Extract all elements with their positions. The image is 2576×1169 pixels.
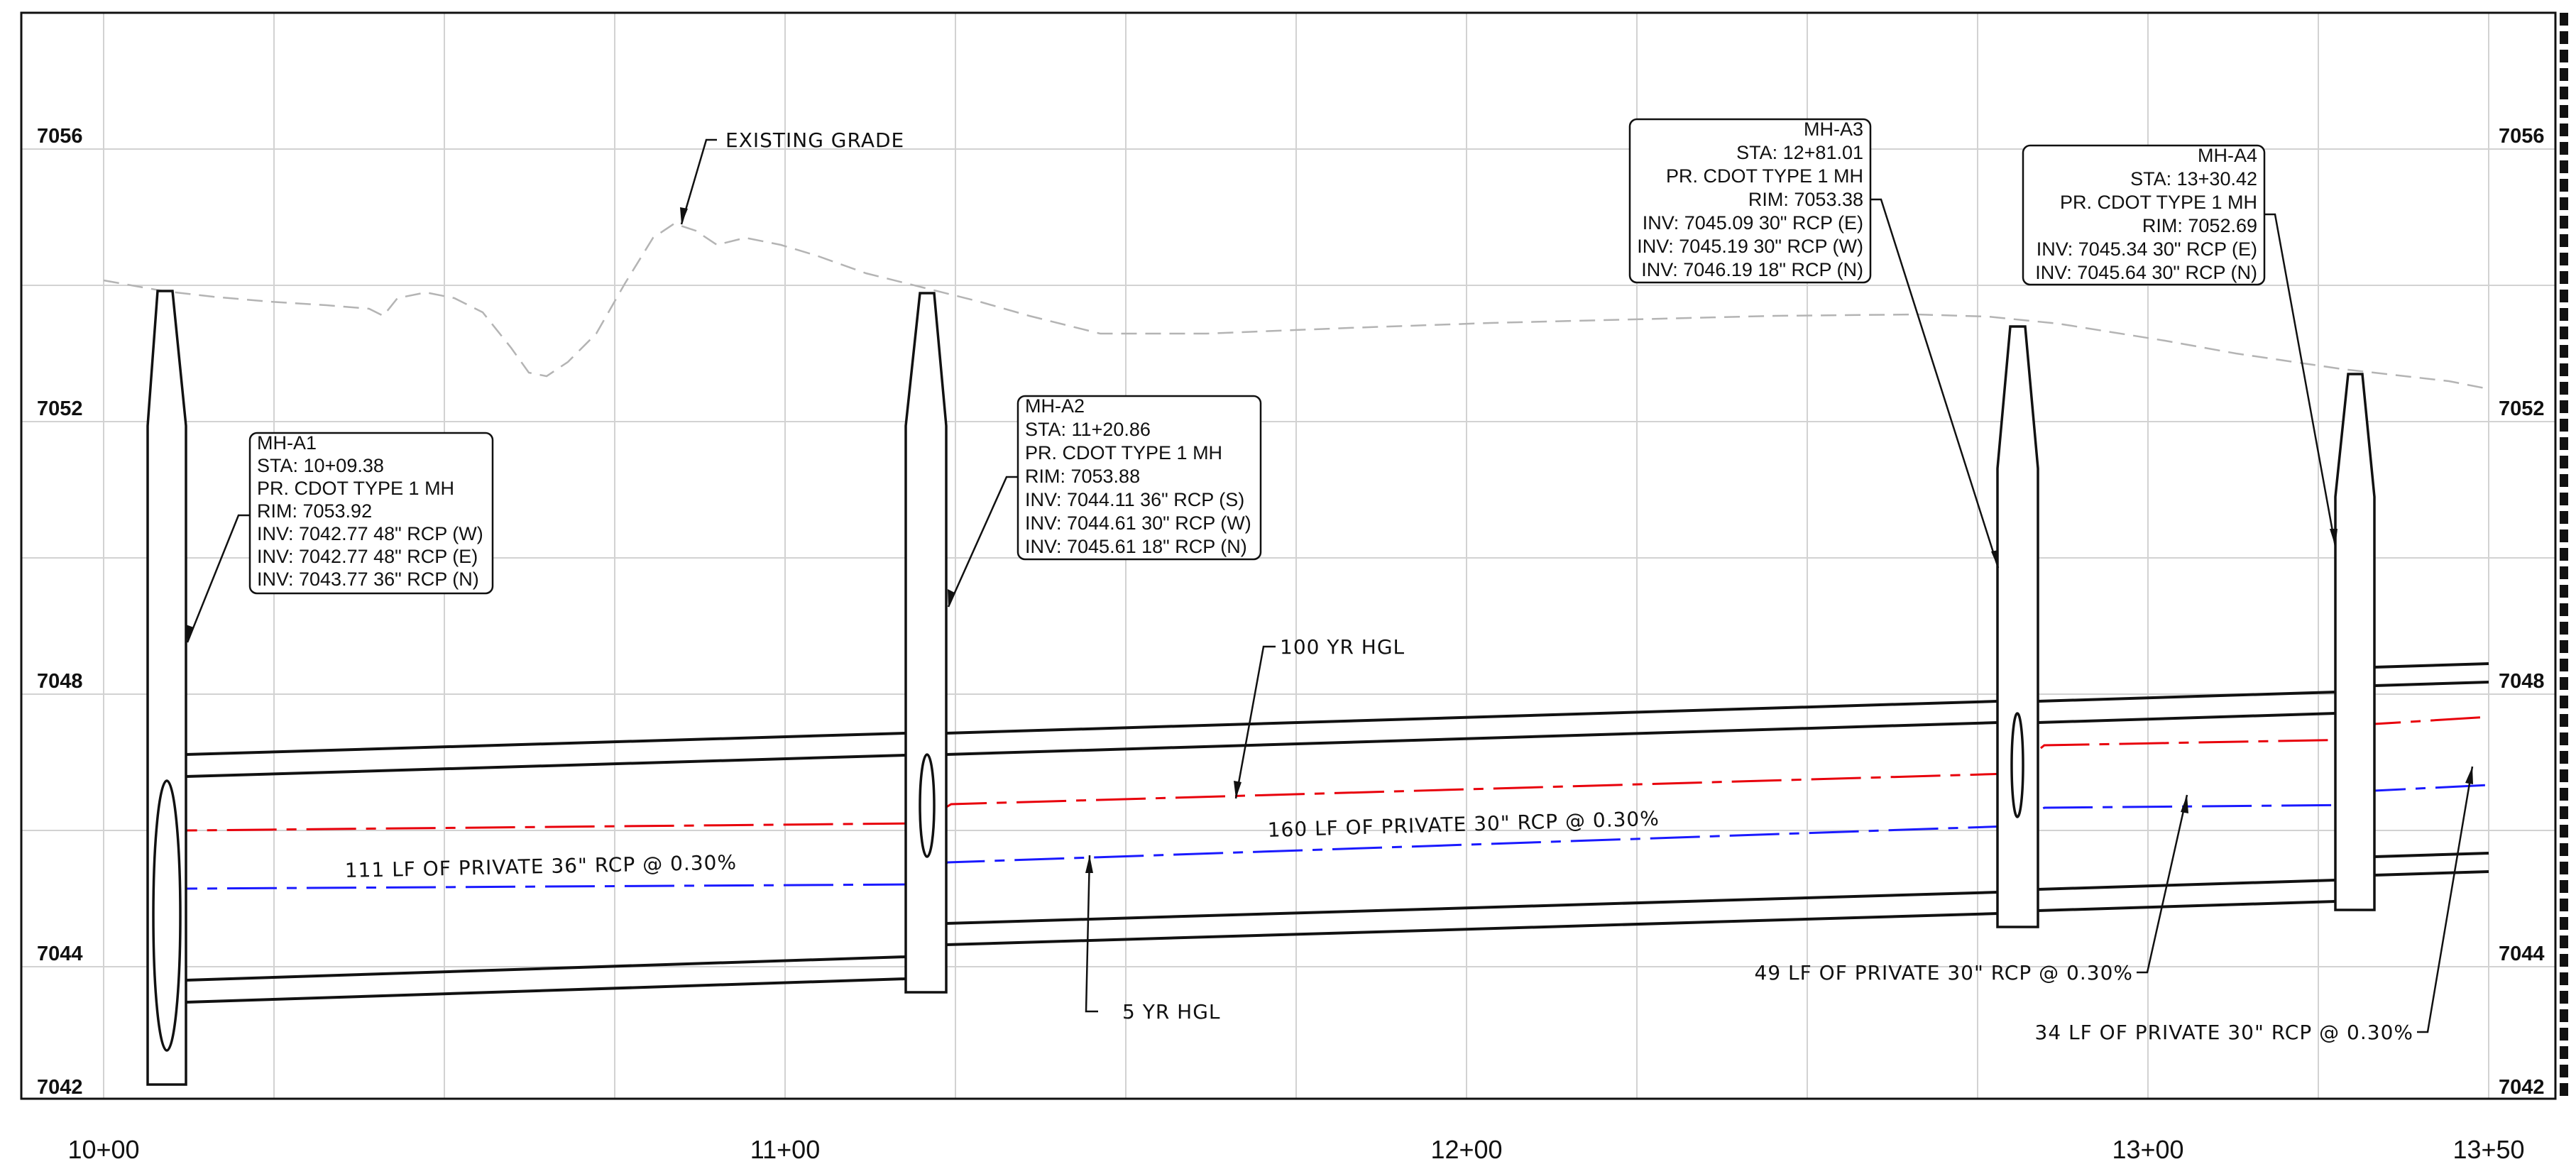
mh-a1-invert-2: INV: 7042.77 48" RCP (E) bbox=[257, 546, 478, 567]
elevation-label-7048-right: 7048 bbox=[2499, 670, 2545, 693]
pipe-1-label: 111 LF OF PRIVATE 36" RCP @ 0.30% bbox=[344, 850, 737, 882]
mh-a2-invert-2: INV: 7044.61 30" RCP (W) bbox=[1025, 512, 1251, 534]
mh-a2-invert-3: INV: 7045.61 18" RCP (N) bbox=[1025, 536, 1247, 557]
mh-a4-station: STA: 13+30.42 bbox=[2130, 168, 2257, 190]
mh-a4-invert-2: INV: 7045.64 30" RCP (N) bbox=[2035, 262, 2257, 283]
elevation-label-7042-left: 7042 bbox=[37, 1076, 83, 1099]
manhole-mh-a4 bbox=[2334, 373, 2376, 911]
mh-a2-station: STA: 11+20.86 bbox=[1025, 419, 1151, 440]
mh-a2-rim: RIM: 7053.88 bbox=[1025, 466, 1140, 487]
station-label-12-00: 12+00 bbox=[1430, 1135, 1502, 1164]
pipe-4-label: 34 LF OF PRIVATE 30" RCP @ 0.30% bbox=[2035, 1021, 2413, 1044]
mh-a4-name: MH-A4 bbox=[2198, 145, 2257, 166]
hgl-100-yr-label: 100 YR HGL bbox=[1280, 635, 1405, 659]
elevation-label-7048-left: 7048 bbox=[37, 670, 83, 693]
pipe-3-label: 49 LF OF PRIVATE 30" RCP @ 0.30% bbox=[1755, 961, 2133, 984]
manhole-mh-a1 bbox=[146, 290, 187, 1086]
leaders bbox=[186, 138, 2474, 1033]
mh-a1-station: STA: 10+09.38 bbox=[257, 455, 384, 476]
grid bbox=[21, 12, 2555, 1099]
mh-a4-type: PR. CDOT TYPE 1 MH bbox=[2060, 192, 2257, 213]
mh-a4-label-box bbox=[2022, 144, 2266, 286]
elevation-label-7052-left: 7052 bbox=[37, 397, 83, 420]
mh-a1-invert-1: INV: 7042.77 48" RCP (W) bbox=[257, 523, 483, 544]
drawing-frame bbox=[20, 11, 2557, 1100]
mh-a3-label-box bbox=[1628, 118, 1872, 284]
existing-grade-line bbox=[103, 222, 2489, 390]
mh-a2-invert-1: INV: 7044.11 36" RCP (S) bbox=[1025, 489, 1244, 510]
mh-a3-rim: RIM: 7053.38 bbox=[1748, 189, 1863, 210]
elevation-label-7044-right: 7044 bbox=[2499, 943, 2545, 965]
mh-a2-name: MH-A2 bbox=[1025, 395, 1085, 417]
manhole-mh-a2 bbox=[904, 292, 948, 994]
manhole-mh-a3 bbox=[1996, 325, 2039, 928]
station-label-13-50: 13+50 bbox=[2452, 1135, 2524, 1164]
mh-a1-type: PR. CDOT TYPE 1 MH bbox=[257, 478, 454, 499]
mh-a3-invert-2: INV: 7045.19 30" RCP (W) bbox=[1637, 236, 1863, 257]
elevation-label-7044-left: 7044 bbox=[37, 943, 83, 965]
mh-a1-invert-3: INV: 7043.77 36" RCP (N) bbox=[257, 569, 479, 590]
mh-a3-name: MH-A3 bbox=[1804, 119, 1863, 140]
station-label-11-00: 11+00 bbox=[750, 1135, 820, 1164]
pipe-2-label: 160 LF OF PRIVATE 30" RCP @ 0.30% bbox=[1267, 807, 1660, 842]
existing-grade-label: EXISTING GRADE bbox=[725, 128, 904, 152]
mh-a3-type: PR. CDOT TYPE 1 MH bbox=[1666, 165, 1863, 187]
hgl-5-yr-label: 5 YR HGL bbox=[1122, 1000, 1221, 1023]
leader-arrowheads bbox=[186, 207, 2473, 873]
mh-a4-rim: RIM: 7052.69 bbox=[2142, 215, 2257, 236]
mh-a3-invert-3: INV: 7046.19 18" RCP (N) bbox=[1641, 259, 1863, 280]
mh-a1-label-box bbox=[248, 432, 494, 595]
elevation-label-7056-left: 7056 bbox=[37, 125, 83, 148]
mh-a3-station: STA: 12+81.01 bbox=[1736, 142, 1863, 163]
station-label-10-00: 10+00 bbox=[67, 1135, 139, 1164]
mh-a1-rim: RIM: 7053.92 bbox=[257, 500, 372, 522]
station-label-13-00: 13+00 bbox=[2112, 1135, 2183, 1164]
mh-a3-invert-1: INV: 7045.09 30" RCP (E) bbox=[1643, 212, 1863, 234]
pipes bbox=[185, 662, 2489, 1004]
elevation-label-7052-right: 7052 bbox=[2499, 397, 2545, 420]
mh-a2-type: PR. CDOT TYPE 1 MH bbox=[1025, 442, 1222, 463]
mh-a4-invert-1: INV: 7045.34 30" RCP (E) bbox=[2037, 238, 2257, 260]
elevation-label-7042-right: 7042 bbox=[2499, 1076, 2545, 1099]
mh-a2-label-box bbox=[1016, 395, 1262, 561]
mh-a1-name: MH-A1 bbox=[257, 432, 317, 454]
elevation-label-7056-right: 7056 bbox=[2499, 125, 2545, 148]
